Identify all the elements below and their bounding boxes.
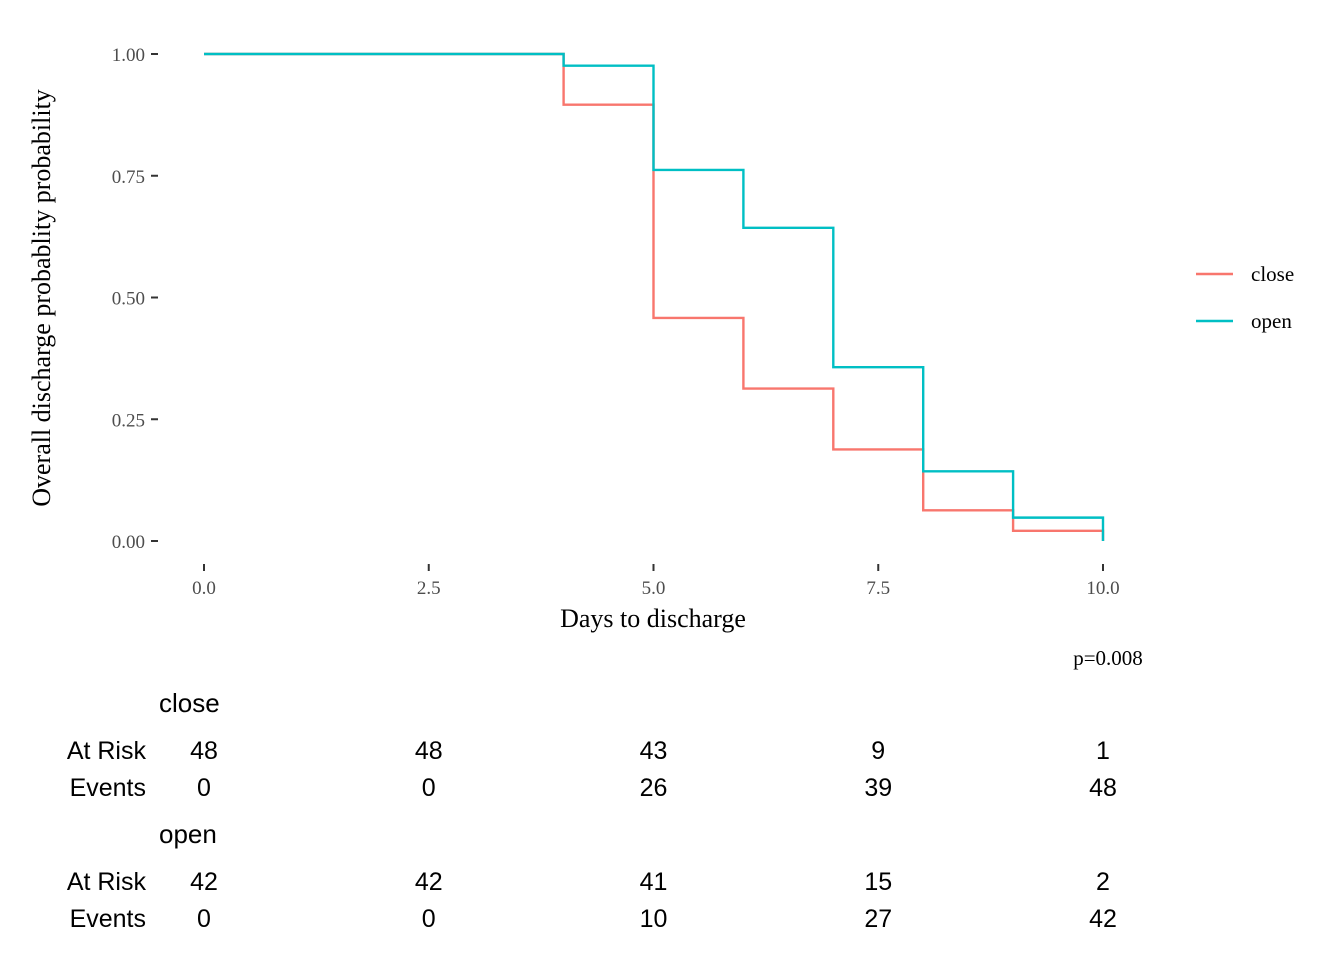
risk-cell-open-at_risk: 42 [190, 868, 218, 896]
survival-curves [204, 52, 1105, 541]
series-open-line [204, 52, 1105, 541]
x-tick-label: 5.0 [642, 578, 666, 599]
y-tick-label: 0.25 [112, 410, 145, 431]
risk-cell-close-at_risk: 43 [640, 737, 668, 765]
risk-cell-open-events: 10 [640, 905, 668, 933]
risk-row-label: At Risk [67, 868, 147, 896]
risk-cell-open-events: 0 [422, 905, 436, 933]
y-axis-title: Overall discharge probablity probability [27, 89, 56, 507]
risk-row-label: At Risk [67, 737, 147, 765]
risk-cell-close-at_risk: 48 [190, 737, 218, 765]
y-tick-label: 1.00 [112, 45, 145, 66]
x-tick-label: 2.5 [417, 578, 441, 599]
y-tick-label: 0.75 [112, 167, 145, 188]
risk-table: close At Risk 48 48 43 9 1 Events 0 0 26 39 48 open At… [67, 688, 1117, 933]
risk-cell-close-at_risk: 9 [871, 737, 885, 765]
y-tick-label: 0.50 [112, 289, 145, 310]
risk-group-title-open: open [159, 819, 217, 849]
risk-cell-close-events: 0 [422, 774, 436, 802]
legend-label-close: close [1251, 262, 1294, 286]
risk-cell-close-events: 39 [864, 774, 892, 802]
p-value-annotation: p=0.008 [1073, 646, 1143, 670]
risk-row-label: Events [70, 905, 146, 933]
risk-cell-close-events: 48 [1089, 774, 1117, 802]
risk-cell-close-at_risk: 48 [415, 737, 443, 765]
y-axis: 0.00 0.25 0.50 0.75 1.00 [112, 45, 158, 553]
risk-cell-open-events: 0 [197, 905, 211, 933]
x-tick-label: 10.0 [1086, 578, 1119, 599]
x-axis: 0.0 2.5 5.0 7.5 10.0 [192, 564, 1120, 599]
risk-cell-open-at_risk: 41 [640, 868, 668, 896]
legend-label-open: open [1251, 309, 1292, 333]
risk-cell-open-at_risk: 42 [415, 868, 443, 896]
legend: close open [1196, 262, 1294, 333]
risk-cell-open-at_risk: 15 [864, 868, 892, 896]
x-tick-label: 0.0 [192, 578, 216, 599]
risk-row-label: Events [70, 774, 146, 802]
risk-cell-open-events: 27 [864, 905, 892, 933]
series-close-line [204, 52, 1105, 541]
y-tick-label: 0.00 [112, 532, 145, 553]
risk-cell-close-events: 0 [197, 774, 211, 802]
risk-cell-open-at_risk: 2 [1096, 868, 1110, 896]
risk-cell-close-events: 26 [640, 774, 668, 802]
x-axis-title: Days to discharge [560, 604, 746, 633]
x-tick-label: 7.5 [866, 578, 890, 599]
risk-group-title-close: close [159, 688, 220, 718]
risk-cell-close-at_risk: 1 [1096, 737, 1110, 765]
risk-cell-open-events: 42 [1089, 905, 1117, 933]
